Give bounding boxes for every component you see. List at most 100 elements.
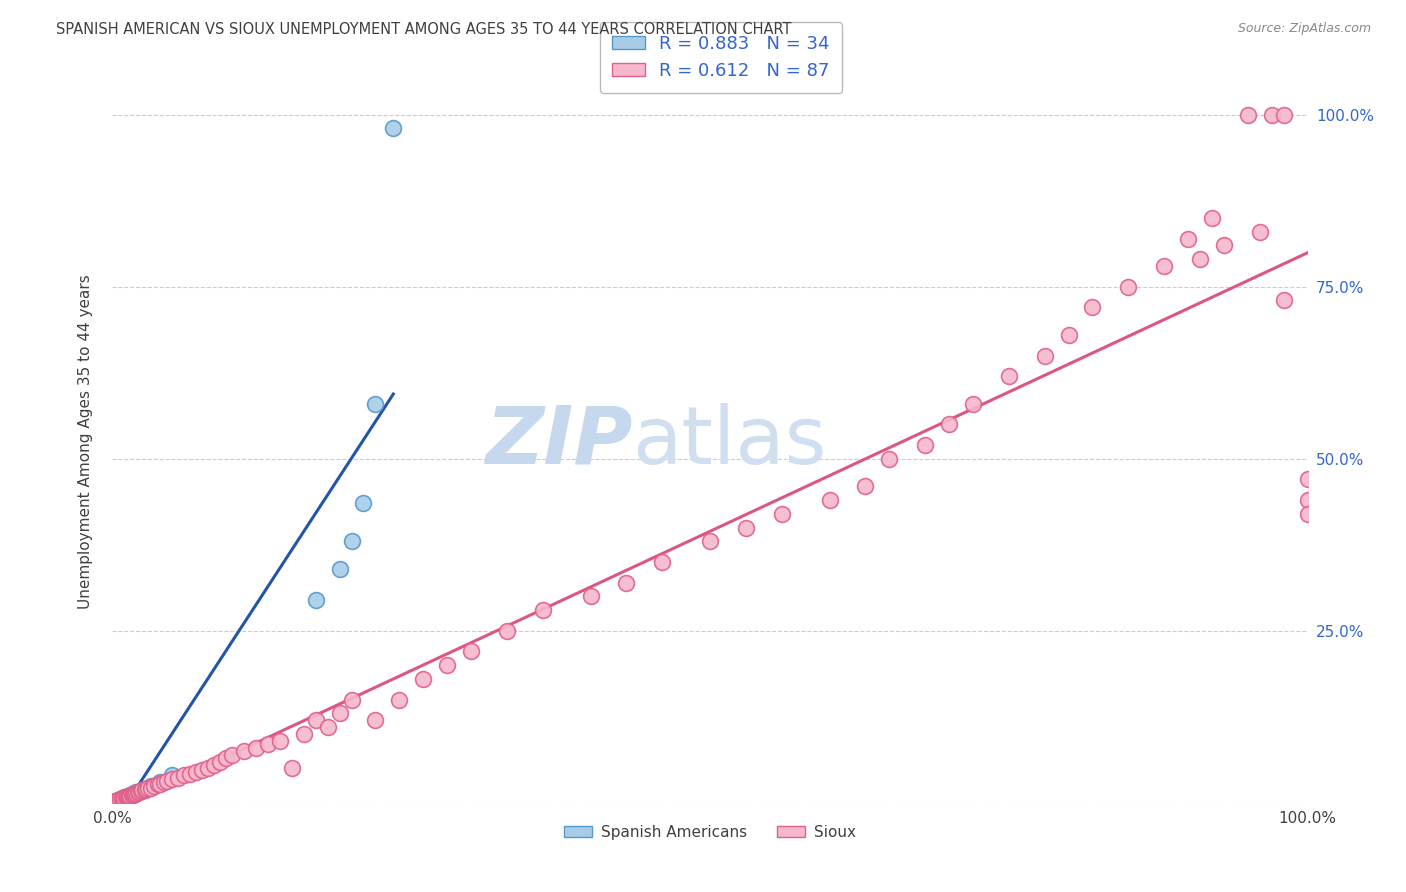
Point: [202, 758, 225, 772]
Point: [292, 727, 315, 741]
Point: [364, 397, 387, 411]
Point: [221, 747, 243, 762]
Point: [1249, 225, 1271, 239]
Point: [460, 644, 482, 658]
Y-axis label: Unemployment Among Ages 35 to 44 years: Unemployment Among Ages 35 to 44 years: [79, 274, 93, 609]
Point: [215, 751, 238, 765]
Point: [1177, 231, 1199, 245]
Point: [1296, 493, 1319, 508]
Point: [114, 791, 135, 805]
Point: [122, 787, 145, 801]
Point: [124, 787, 146, 801]
Point: [269, 734, 291, 748]
Point: [115, 789, 138, 804]
Point: [143, 779, 166, 793]
Point: [329, 706, 352, 721]
Point: [1272, 293, 1295, 308]
Point: [616, 575, 638, 590]
Point: [121, 788, 143, 802]
Point: [139, 779, 162, 793]
Point: [112, 791, 135, 805]
Point: [125, 785, 148, 799]
Point: [962, 397, 984, 411]
Point: [167, 771, 190, 785]
Point: [197, 761, 219, 775]
Point: [104, 794, 127, 808]
Point: [112, 791, 135, 805]
Point: [125, 786, 148, 800]
Point: [114, 790, 136, 805]
Point: [412, 672, 434, 686]
Point: [153, 775, 176, 789]
Point: [114, 790, 135, 805]
Point: [107, 793, 129, 807]
Point: [531, 603, 554, 617]
Point: [209, 755, 232, 769]
Point: [114, 790, 136, 805]
Point: [115, 789, 138, 804]
Point: [118, 789, 141, 803]
Point: [134, 782, 156, 797]
Point: [305, 713, 328, 727]
Point: [134, 782, 156, 797]
Point: [436, 658, 458, 673]
Point: [149, 775, 172, 789]
Point: [879, 451, 901, 466]
Point: [340, 692, 363, 706]
Point: [855, 479, 877, 493]
Point: [128, 785, 150, 799]
Point: [149, 776, 172, 790]
Point: [114, 791, 135, 805]
Point: [818, 493, 841, 508]
Point: [179, 767, 201, 781]
Point: [735, 520, 758, 534]
Point: [162, 768, 183, 782]
Point: [117, 789, 139, 803]
Point: [770, 507, 793, 521]
Point: [120, 789, 142, 803]
Point: [117, 789, 139, 804]
Point: [105, 794, 128, 808]
Point: [245, 740, 267, 755]
Point: [305, 592, 328, 607]
Point: [111, 791, 134, 805]
Point: [651, 555, 673, 569]
Point: [1057, 327, 1080, 342]
Point: [156, 773, 179, 788]
Point: [131, 783, 153, 797]
Point: [496, 624, 519, 638]
Point: [107, 794, 129, 808]
Text: ZIP: ZIP: [485, 402, 633, 481]
Point: [186, 764, 208, 779]
Point: [111, 792, 134, 806]
Point: [1189, 252, 1212, 267]
Point: [233, 744, 256, 758]
Text: Source: ZipAtlas.com: Source: ZipAtlas.com: [1237, 22, 1371, 36]
Point: [257, 737, 280, 751]
Point: [382, 121, 405, 136]
Point: [107, 793, 129, 807]
Point: [173, 768, 195, 782]
Point: [121, 789, 143, 803]
Point: [108, 793, 131, 807]
Point: [1296, 507, 1319, 521]
Point: [131, 783, 153, 797]
Point: [329, 562, 352, 576]
Point: [121, 787, 143, 801]
Point: [105, 794, 128, 808]
Point: [316, 720, 339, 734]
Point: [128, 785, 150, 799]
Text: atlas: atlas: [633, 402, 827, 481]
Point: [162, 772, 183, 787]
Point: [139, 780, 162, 795]
Point: [118, 789, 141, 803]
Point: [108, 792, 131, 806]
Point: [1118, 279, 1140, 293]
Point: [110, 792, 132, 806]
Point: [1153, 259, 1175, 273]
Point: [281, 761, 304, 775]
Point: [120, 789, 142, 803]
Point: [146, 777, 169, 791]
Point: [1261, 108, 1284, 122]
Point: [122, 786, 145, 800]
